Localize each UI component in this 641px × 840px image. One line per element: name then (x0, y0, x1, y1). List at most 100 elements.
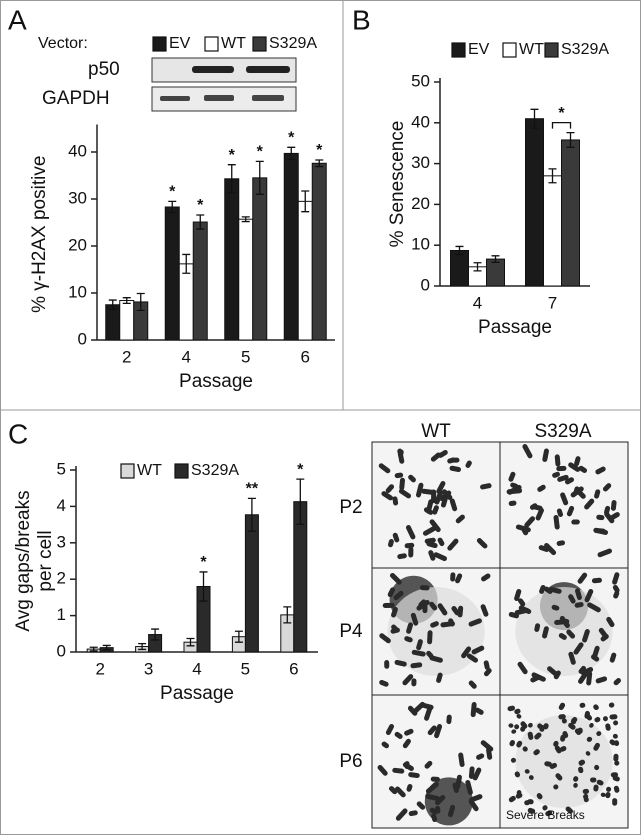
chromosome (612, 572, 620, 585)
chromosome (558, 702, 566, 711)
legend-swatch (252, 36, 267, 52)
chromosome (394, 731, 403, 739)
chromosome (575, 588, 582, 601)
panel-label: C (8, 418, 28, 449)
significance-label: * (169, 184, 176, 201)
chromosome (609, 714, 618, 720)
chromosome (468, 799, 479, 812)
chromosome (560, 492, 569, 506)
chromosome (534, 623, 541, 632)
chromosome (531, 672, 546, 682)
chromosome (543, 723, 549, 730)
chromosome (564, 477, 575, 485)
legend-label: EV (468, 41, 490, 58)
chromosome (486, 747, 493, 760)
column-label: WT (421, 421, 451, 442)
chromosome (411, 678, 417, 687)
blot-row-label: GAPDH (42, 88, 110, 109)
chromosome (419, 585, 430, 591)
chromosome (470, 702, 477, 718)
chromosome (382, 602, 395, 609)
chromosome (446, 714, 452, 725)
chromosome (593, 784, 599, 792)
chromosome (471, 645, 485, 655)
chromosome (515, 524, 531, 533)
debris (515, 714, 613, 809)
chromosome (527, 731, 534, 740)
error-bar (315, 159, 324, 168)
error-bar (199, 571, 208, 602)
vector-label: Vector: (38, 35, 88, 52)
error-bar (548, 168, 557, 184)
legend-swatch (451, 42, 466, 58)
chromosome (511, 729, 517, 734)
chromosome (395, 786, 406, 798)
chromosome (402, 738, 411, 749)
chromosome (474, 707, 484, 715)
error-bar (241, 216, 250, 223)
chromosome (458, 752, 465, 768)
blot-band (252, 95, 284, 101)
chromosome (582, 629, 590, 643)
chromosome (558, 714, 566, 720)
legend-label: WT (137, 462, 162, 479)
y-tick-label: 5 (57, 459, 66, 478)
chromosome (416, 639, 423, 651)
chromosome (481, 573, 491, 582)
chromosome (578, 671, 588, 684)
micrograph-grid: Severe Breaks (371, 441, 629, 829)
chromosome (508, 611, 520, 619)
chromosome (408, 546, 414, 558)
chromosome (422, 525, 437, 536)
significance-label: * (316, 142, 323, 159)
chromosome (574, 456, 581, 467)
chromosome (447, 804, 456, 818)
chromosome (554, 454, 561, 467)
legend-swatch (544, 42, 559, 58)
chromosome (391, 606, 398, 618)
y-axis-label: Avg gaps/breaks (13, 490, 34, 631)
chromosome (542, 805, 548, 811)
chromosome (612, 798, 618, 806)
chromosome (597, 548, 613, 558)
chromosome (570, 719, 577, 725)
chromosome (461, 646, 472, 659)
chromosome (427, 630, 433, 645)
y-tick-label: 1 (57, 605, 66, 624)
error-bar (138, 642, 147, 651)
chromosome (613, 740, 620, 747)
chromosome (537, 484, 546, 492)
x-axis-label: Passage (478, 317, 552, 338)
chromosome (535, 507, 544, 521)
chromosome (429, 807, 438, 815)
x-tick-label: 4 (182, 347, 191, 366)
micrograph (499, 441, 629, 569)
error-bar (283, 606, 292, 624)
chromosome (427, 725, 437, 736)
chromosome (578, 465, 588, 473)
chromosome (389, 572, 402, 585)
chromosome (591, 654, 600, 662)
chromosome (593, 704, 599, 711)
chromosome (568, 594, 576, 604)
chromosome (449, 465, 462, 473)
chromosome (573, 782, 578, 788)
chromosome (415, 482, 424, 498)
chromosome (379, 679, 389, 687)
y-axis-label: per cell (35, 530, 56, 591)
chromosome (428, 550, 436, 561)
bar (238, 218, 254, 341)
chromosome (425, 793, 441, 802)
chromosome (508, 500, 517, 506)
error-bar (89, 646, 98, 652)
chromosome (549, 586, 562, 594)
chromosome (542, 448, 549, 462)
bar (252, 177, 268, 341)
chromosome (605, 723, 611, 731)
chromosome (520, 721, 528, 729)
chromosome (440, 492, 449, 508)
chromosome (573, 642, 584, 655)
chromosome (602, 716, 608, 722)
chromosome (612, 775, 620, 782)
blot-band (246, 66, 290, 73)
